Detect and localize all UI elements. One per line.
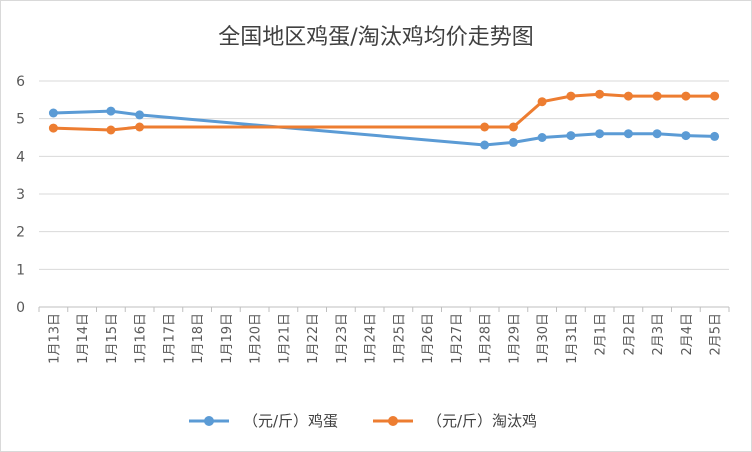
x-tick-label: 2月1日 — [594, 313, 609, 356]
x-tick-label: 1月27日 — [450, 313, 465, 364]
x-tick-label: 1月18日 — [191, 313, 206, 364]
legend: （元/斤）鸡蛋 （元/斤）淘汰鸡 — [189, 412, 537, 430]
data-point — [537, 97, 547, 107]
series-1 — [48, 89, 720, 135]
legend-item: （元/斤）鸡蛋 — [189, 412, 338, 430]
legend-label: （元/斤）鸡蛋 — [243, 412, 338, 430]
gridlines — [39, 80, 729, 270]
series-line — [53, 92, 715, 132]
data-point — [508, 122, 518, 132]
series-line — [53, 109, 715, 147]
data-point — [595, 129, 605, 139]
x-axis — [38, 306, 730, 312]
legend-marker — [388, 416, 398, 426]
y-tick-label: 4 — [16, 149, 25, 165]
x-tick-label: 1月26日 — [421, 313, 436, 364]
x-tick-label: 1月25日 — [392, 313, 407, 364]
x-tick-label: 1月21日 — [277, 313, 292, 364]
data-point — [480, 122, 490, 132]
x-tick-label: 1月13日 — [47, 313, 62, 364]
x-tick-label: 1月28日 — [479, 313, 494, 364]
data-point — [710, 131, 720, 141]
data-point — [595, 89, 605, 99]
series-0 — [48, 106, 720, 150]
x-tick-label: 1月24日 — [364, 313, 379, 364]
x-tick-label: 1月17日 — [162, 313, 177, 364]
legend-label: （元/斤）淘汰鸡 — [427, 412, 537, 430]
x-tick-label: 1月31日 — [565, 313, 580, 364]
data-point — [681, 91, 691, 101]
series-layer — [48, 89, 720, 150]
data-point — [566, 91, 576, 101]
data-point — [537, 133, 547, 142]
x-tick-label: 1月30日 — [536, 313, 551, 364]
x-tick-label: 2月5日 — [709, 313, 724, 356]
y-tick-label: 6 — [16, 74, 25, 90]
y-tick-label: 3 — [16, 187, 25, 203]
data-point — [480, 140, 490, 150]
x-tick-label: 1月14日 — [76, 313, 91, 364]
x-tick-label: 1月29日 — [507, 313, 522, 364]
data-point — [681, 131, 691, 141]
data-point — [623, 129, 633, 139]
y-tick-label: 5 — [16, 112, 25, 128]
y-tick-label: 2 — [16, 225, 25, 241]
data-point — [135, 122, 145, 132]
data-point — [48, 123, 58, 133]
data-point — [106, 125, 116, 135]
x-tick-label: 1月20日 — [249, 313, 264, 364]
data-point — [623, 91, 633, 101]
data-point — [566, 131, 576, 141]
x-axis-ticks: 1月13日 1月14日 1月15日 1月16日 1月17日 1月18日 1月19日 1月20日… — [47, 313, 723, 364]
data-point — [106, 106, 116, 116]
legend-item: （元/斤）淘汰鸡 — [373, 412, 537, 430]
data-point — [48, 108, 58, 118]
x-tick-label: 1月16日 — [134, 313, 149, 364]
x-tick-label: 2月4日 — [680, 313, 695, 356]
legend-marker — [204, 416, 214, 426]
x-tick-label: 1月23日 — [335, 313, 350, 364]
data-point — [652, 91, 662, 101]
x-tick-label: 2月3日 — [651, 313, 666, 356]
y-tick-label: 1 — [16, 262, 25, 278]
data-point — [135, 110, 145, 120]
x-tick-label: 2月2日 — [622, 313, 637, 356]
chart-title: 全国地区鸡蛋/淘汰鸡均价走势图 — [218, 25, 533, 50]
x-tick-label: 1月19日 — [220, 313, 235, 364]
y-tick-label: 0 — [16, 300, 25, 316]
y-axis-ticks: 0 1 2 3 4 5 6 — [16, 74, 25, 316]
x-tick-label: 1月22日 — [306, 313, 321, 364]
x-tick-label: 1月15日 — [105, 313, 120, 364]
data-point — [508, 137, 518, 147]
data-point — [710, 91, 720, 101]
data-point — [652, 129, 662, 139]
